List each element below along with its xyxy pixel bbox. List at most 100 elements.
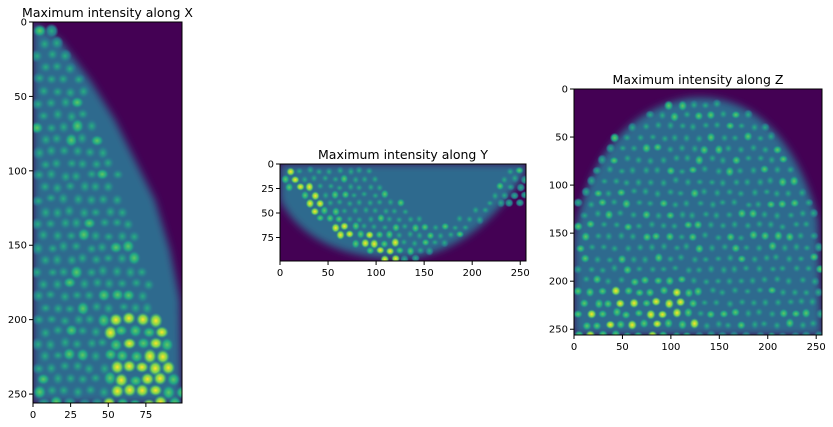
- cell: [90, 275, 105, 290]
- cell: [748, 297, 759, 308]
- cell: [658, 154, 669, 166]
- cell: [603, 188, 614, 199]
- cell: [646, 241, 657, 254]
- cell: [718, 220, 729, 231]
- cell: [659, 133, 670, 144]
- cell: [134, 361, 149, 374]
- cell: [89, 157, 104, 171]
- cell: [63, 371, 78, 386]
- x-tick-label: 200: [758, 342, 777, 353]
- cell: [394, 230, 404, 240]
- cell: [33, 97, 46, 111]
- cell: [598, 329, 609, 335]
- cell: [682, 331, 692, 335]
- cell: [759, 319, 770, 329]
- cell: [365, 198, 375, 208]
- cell: [707, 177, 718, 187]
- cell: [603, 230, 614, 243]
- cell: [465, 214, 475, 224]
- cell: [354, 197, 364, 208]
- cell: [699, 186, 710, 197]
- cell: [71, 312, 86, 327]
- cell: [58, 215, 73, 231]
- cell: [611, 306, 622, 318]
- cell: [136, 336, 151, 350]
- cell: [747, 275, 758, 286]
- cell: [376, 213, 386, 224]
- cell: [121, 288, 136, 302]
- cell: [633, 154, 644, 166]
- cell: [671, 287, 682, 298]
- x-tick-label: 0: [571, 342, 577, 353]
- cell: [670, 199, 681, 210]
- cell: [585, 286, 596, 298]
- cell: [808, 252, 819, 262]
- cell: [645, 110, 656, 120]
- cell: [460, 223, 470, 232]
- cell: [689, 143, 700, 155]
- cell: [785, 210, 796, 220]
- y-tick-label: 150: [549, 229, 568, 240]
- cell: [616, 230, 627, 242]
- cell: [711, 99, 722, 110]
- cell: [743, 131, 754, 142]
- cell: [95, 240, 110, 255]
- cell: [725, 252, 736, 264]
- cell: [384, 214, 394, 224]
- cell: [148, 312, 163, 329]
- cell: [717, 154, 728, 167]
- cell: [339, 221, 349, 231]
- cell: [77, 205, 92, 221]
- cell: [676, 275, 687, 284]
- cell: [765, 130, 776, 143]
- cell: [657, 109, 668, 121]
- cell: [121, 311, 136, 325]
- cell: [651, 231, 662, 241]
- cell: [69, 264, 84, 280]
- cell: [33, 240, 46, 257]
- cell: [663, 100, 674, 112]
- cell: [300, 190, 310, 201]
- cell: [142, 326, 157, 339]
- cell: [78, 396, 92, 403]
- cell: [659, 285, 670, 296]
- cell: [789, 198, 800, 208]
- cell: [617, 143, 628, 153]
- cell: [70, 288, 85, 302]
- cell: [694, 133, 705, 145]
- cell: [604, 255, 615, 265]
- cell: [95, 336, 110, 349]
- cell: [586, 175, 597, 187]
- cell: [617, 254, 628, 265]
- cell: [64, 229, 79, 242]
- cell: [43, 217, 58, 231]
- cell: [75, 107, 90, 121]
- cell: [140, 372, 155, 386]
- y-tick-label: 50: [14, 92, 27, 103]
- cell: [807, 296, 818, 308]
- cell: [627, 319, 638, 331]
- cell: [96, 192, 111, 207]
- cell: [431, 223, 441, 232]
- cell: [675, 297, 686, 307]
- cell: [471, 205, 481, 215]
- cell: [665, 187, 676, 197]
- cell: [44, 72, 59, 86]
- panel-x: Maximum intensity along X 0 25 50 75 0 50 100 1…: [8, 5, 193, 421]
- cell: [665, 144, 676, 155]
- cell: [766, 154, 777, 166]
- cell: [345, 199, 355, 209]
- cell: [64, 132, 79, 148]
- cell: [335, 166, 345, 176]
- cell: [574, 264, 584, 275]
- cell: [319, 205, 329, 216]
- cell: [694, 243, 705, 254]
- cell: [735, 188, 746, 199]
- cell: [741, 330, 752, 335]
- cell: [575, 244, 586, 254]
- cell: [651, 296, 662, 307]
- cell: [360, 238, 370, 249]
- cell: [148, 337, 163, 350]
- cell: [633, 221, 644, 231]
- cell: [675, 252, 686, 263]
